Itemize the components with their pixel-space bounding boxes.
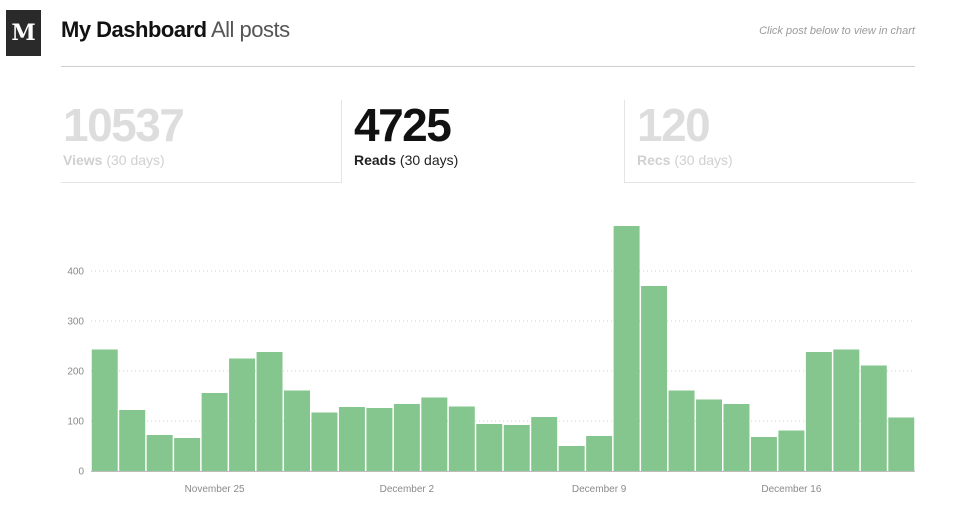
stat-reads-value: 4725 bbox=[354, 99, 452, 151]
bar[interactable]: Dec 5: 94 bbox=[476, 424, 503, 471]
page-title-main: My Dashboard bbox=[61, 17, 207, 42]
bar[interactable]: Nov 25: 156 bbox=[201, 393, 228, 471]
bar[interactable]: Dec 15: 68 bbox=[750, 437, 777, 471]
bar[interactable]: Dec 7: 108 bbox=[531, 417, 558, 471]
header-divider bbox=[61, 66, 915, 67]
stat-views[interactable]: 10537 Views (30 days) bbox=[61, 100, 342, 183]
bar[interactable]: Dec 17: 238 bbox=[805, 352, 832, 471]
bar[interactable]: Dec 20: 107 bbox=[888, 417, 915, 472]
bar[interactable]: Nov 29: 117 bbox=[311, 412, 338, 472]
bar[interactable]: Dec 4: 129 bbox=[448, 406, 475, 472]
bar[interactable]: Dec 18: 243 bbox=[833, 349, 860, 472]
bar[interactable]: Dec 1: 126 bbox=[366, 408, 393, 471]
bar[interactable]: Dec 6: 92 bbox=[503, 425, 530, 471]
page-title: My Dashboard All posts bbox=[61, 17, 290, 43]
x-tick-label: December 16 bbox=[761, 484, 821, 495]
bar[interactable]: Dec 16: 81 bbox=[778, 430, 805, 472]
stat-recs-label: Recs (30 days) bbox=[637, 152, 733, 168]
medium-logo-icon[interactable]: M bbox=[6, 10, 41, 56]
bar[interactable]: Dec 8: 50 bbox=[558, 446, 585, 471]
y-tick-label: 400 bbox=[67, 267, 84, 278]
bar[interactable]: Nov 27: 238 bbox=[256, 352, 283, 471]
y-tick-label: 200 bbox=[67, 367, 84, 378]
bar[interactable]: Dec 19: 211 bbox=[860, 365, 887, 472]
x-tick-label: November 25 bbox=[185, 484, 245, 495]
stat-views-label: Views (30 days) bbox=[63, 152, 165, 168]
x-tick-label: December 9 bbox=[572, 484, 627, 495]
bar[interactable]: Dec 14: 134 bbox=[723, 404, 750, 471]
bar[interactable]: Dec 9: 70 bbox=[586, 436, 613, 471]
bar[interactable]: Nov 24: 66 bbox=[174, 438, 201, 471]
bar[interactable]: Nov 26: 225 bbox=[229, 358, 256, 472]
bar[interactable]: Dec 3: 147 bbox=[421, 397, 448, 472]
bar[interactable]: Nov 21: 243 bbox=[91, 349, 118, 472]
bar[interactable]: Nov 23: 72 bbox=[146, 435, 173, 471]
bar[interactable]: Dec 2: 134 bbox=[393, 404, 420, 471]
stat-views-value: 10537 bbox=[63, 99, 185, 151]
x-tick-label: December 2 bbox=[380, 484, 435, 495]
bar[interactable]: Nov 22: 122 bbox=[119, 410, 146, 471]
bar[interactable]: Nov 28: 161 bbox=[284, 390, 310, 472]
stat-reads-label: Reads (30 days) bbox=[354, 152, 459, 168]
bar[interactable]: Dec 10: 490 bbox=[613, 226, 640, 471]
y-tick-label: 300 bbox=[67, 317, 84, 328]
y-tick-label: 100 bbox=[67, 417, 84, 428]
stat-recs-value: 120 bbox=[637, 99, 711, 151]
all-posts-link[interactable]: All posts bbox=[211, 17, 290, 42]
logo-letter: M bbox=[11, 20, 36, 46]
bar[interactable]: Nov 30: 128 bbox=[338, 407, 365, 471]
bar[interactable]: Dec 12: 161 bbox=[668, 390, 695, 472]
y-tick-label: 0 bbox=[78, 467, 84, 478]
bar[interactable]: Dec 11: 370 bbox=[641, 286, 668, 471]
stat-reads[interactable]: 4725 Reads (30 days) bbox=[343, 100, 623, 182]
bar[interactable]: Dec 13: 143 bbox=[696, 399, 722, 472]
chart-hint: Click post below to view in chart bbox=[759, 25, 915, 37]
stat-recs[interactable]: 120 Recs (30 days) bbox=[624, 100, 915, 183]
